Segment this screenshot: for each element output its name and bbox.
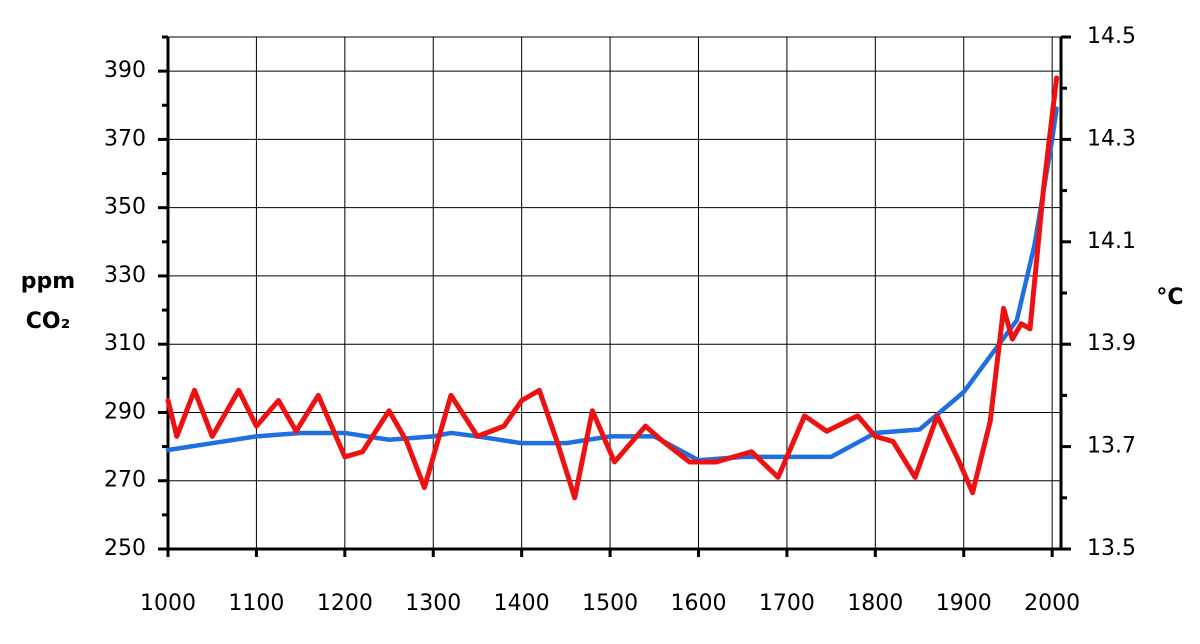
y2-tick-label: 14.5 (1087, 24, 1136, 49)
series-line (165, 106, 1059, 463)
y-tick-label: 330 (104, 263, 146, 288)
y-tick-label: 290 (104, 399, 146, 424)
y-tick-label: 350 (104, 195, 146, 220)
y2-tick-label: 13.7 (1087, 434, 1136, 459)
y-tick-label: 270 (104, 468, 146, 493)
x-tick-label: 1600 (670, 591, 726, 616)
y2-tick-label: 14.1 (1087, 229, 1136, 254)
y2-tick-label: 13.5 (1087, 536, 1136, 561)
x-tick-label: 1300 (405, 591, 461, 616)
x-tick-label: 1800 (847, 591, 903, 616)
x-tick-label: 1900 (936, 591, 992, 616)
x-tick-label: 1000 (140, 591, 196, 616)
y-label: ppm (21, 269, 75, 294)
series-line (165, 75, 1060, 501)
y2-label: °C (1156, 285, 1183, 310)
x-tick-label: 1500 (582, 591, 638, 616)
y-tick-label: 250 (104, 536, 146, 561)
y2-tick-label: 14.3 (1087, 126, 1136, 151)
x-tick-label: 1100 (228, 591, 284, 616)
x-tick-label: 2000 (1024, 591, 1080, 616)
y-tick-label: 390 (104, 58, 146, 83)
y-tick-label: 310 (104, 331, 146, 356)
x-tick-label: 1700 (759, 591, 815, 616)
x-tick-label: 1200 (317, 591, 373, 616)
y2-tick-label: 13.9 (1087, 331, 1136, 356)
y-tick-label: 370 (104, 126, 146, 151)
plot-frame (167, 36, 1062, 550)
y-label: CO₂ (26, 309, 70, 334)
x-tick-label: 1400 (494, 591, 550, 616)
